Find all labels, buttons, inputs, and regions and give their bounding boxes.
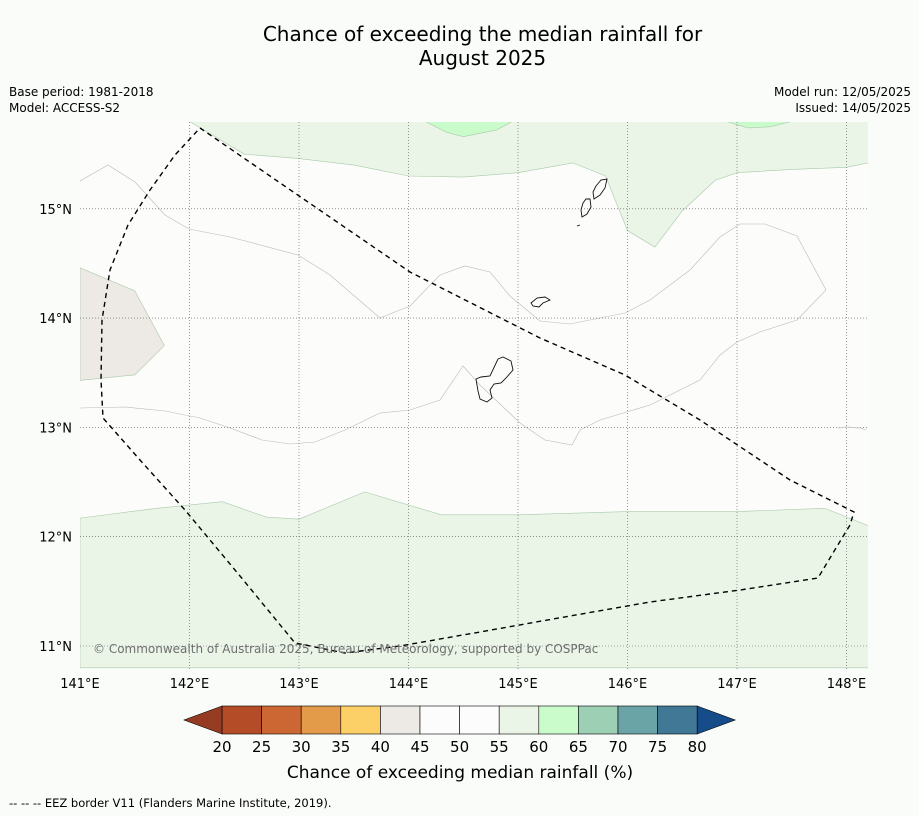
- colorbar-segment-30-35: [300, 705, 342, 735]
- issued-date: Issued: 14/05/2025: [795, 101, 911, 115]
- colorbar-tick-label: 65: [569, 738, 588, 756]
- x-tick-labels: 141°E 142°E 143°E 144°E 145°E 146°E 147°E 148°E: [60, 677, 866, 692]
- colorbar-tick-label: 50: [450, 738, 469, 756]
- x-tick-label: 143°E: [279, 677, 319, 692]
- colorbar-tick-label: 35: [331, 738, 350, 756]
- x-tick-label: 148°E: [827, 677, 867, 692]
- model-name: Model: ACCESS-S2: [9, 101, 121, 115]
- title-line-1: Chance of exceeding the median rainfall …: [262, 22, 703, 46]
- x-tick-label: 145°E: [498, 677, 538, 692]
- y-tick-label: 14°N: [39, 312, 72, 327]
- guam-island: [475, 356, 514, 403]
- region-55-60-1: [80, 491, 868, 669]
- x-tick-label: 141°E: [60, 677, 100, 692]
- x-tick-label: 146°E: [608, 677, 648, 692]
- colorbar-segment-20-25: [221, 705, 262, 735]
- colorbar-segment-60-65: [538, 705, 579, 735]
- colorbar-tick-label: 45: [410, 738, 429, 756]
- colorbar-tick-label: 25: [252, 738, 271, 756]
- colorbar-segment-35-40: [340, 705, 381, 735]
- copyright-text: © Commonwealth of Australia 2025, Bureau…: [93, 642, 598, 656]
- colorbar-tick-label: 20: [212, 738, 231, 756]
- colorbar-tick-label: 55: [490, 738, 509, 756]
- y-tick-label: 13°N: [39, 421, 72, 436]
- colorbar-segment-55-60: [498, 705, 540, 735]
- region-60-65-3: [425, 122, 512, 137]
- x-tick-label: 142°E: [170, 677, 210, 692]
- colorbar-tick-label: 80: [688, 738, 707, 756]
- small-reef: [837, 426, 867, 431]
- colorbar-segment-40-45: [380, 705, 421, 735]
- eez-border: [100, 127, 855, 654]
- meta-right: Model run: 12/05/2025 Issued: 14/05/2025: [774, 84, 911, 116]
- region-60-65-4: [727, 122, 791, 129]
- title-line-2: August 2025: [418, 46, 547, 70]
- colorbar-tick-label: 70: [608, 738, 627, 756]
- rota-island: [530, 296, 551, 308]
- colorbar-tick-labels: 20 25 30 35 40 45 50 55 60 65 70 75 80: [212, 738, 706, 756]
- y-tick-label: 15°N: [39, 203, 72, 218]
- model-run: Model run: 12/05/2025: [773, 85, 911, 99]
- y-tick-label: 12°N: [39, 531, 72, 546]
- x-tick-label: 147°E: [717, 677, 757, 692]
- tinian-island: [580, 198, 592, 218]
- colorbar: [183, 705, 737, 735]
- y-tick-labels: 11°N 12°N 13°N 14°N 15°N: [39, 203, 72, 655]
- chart-title: Chance of exceeding the median rainfall …: [0, 22, 919, 70]
- colorbar-segment-25-30: [261, 705, 302, 735]
- colorbar-segment-75-80: [657, 705, 698, 735]
- colorbar-tick-label: 60: [529, 738, 548, 756]
- gridlines: [80, 122, 868, 669]
- colorbar-extend-high: [696, 705, 737, 735]
- colorbar-segment-70-75: [617, 705, 658, 735]
- x-tick-label: 144°E: [389, 677, 429, 692]
- region-40-45-0: [80, 267, 165, 381]
- colorbar-segment-45-50: [419, 705, 460, 735]
- islands: [475, 178, 867, 431]
- saipan-island: [592, 178, 608, 200]
- colorbar-tick-label: 75: [648, 738, 667, 756]
- colorbar-label: Chance of exceeding median rainfall (%): [287, 763, 633, 783]
- colorbar-segment-65-70: [578, 705, 619, 735]
- colorbar-tick-label: 40: [371, 738, 390, 756]
- meta-left: Base period: 1981-2018 Model: ACCESS-S2: [9, 84, 154, 116]
- colorbar-tick-label: 30: [292, 738, 311, 756]
- footer-note: -- -- -- EEZ border V11 (Flanders Marine…: [9, 796, 332, 810]
- forecast-regions: [80, 122, 868, 669]
- aguijan-island: [576, 224, 581, 227]
- colorbar-extend-low: [183, 705, 223, 735]
- base-period: Base period: 1981-2018: [9, 85, 154, 99]
- colorbar-segment-50-55: [459, 705, 500, 735]
- y-tick-label: 11°N: [39, 640, 72, 655]
